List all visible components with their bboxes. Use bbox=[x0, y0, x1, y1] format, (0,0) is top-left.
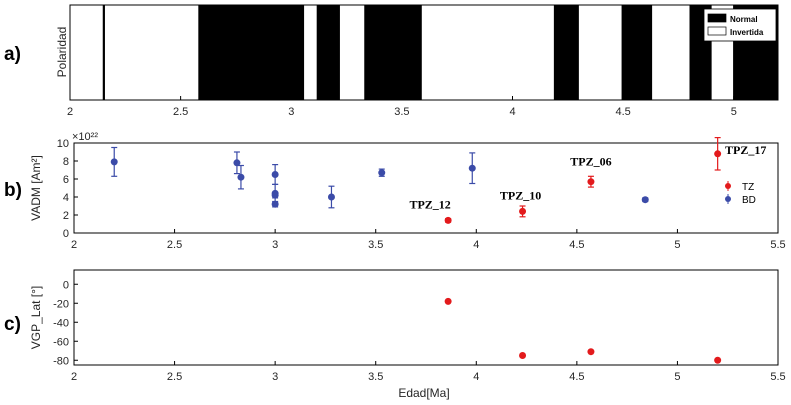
data-point-tz bbox=[519, 207, 527, 215]
data-point-bd bbox=[233, 159, 241, 167]
data-point-tz bbox=[587, 348, 595, 356]
y-tick-label: -40 bbox=[53, 317, 69, 329]
x-tick-label: 5 bbox=[674, 239, 680, 251]
data-point-bd bbox=[271, 200, 279, 208]
y-axis-label: VADM [Am²] bbox=[29, 155, 43, 221]
point-annotation: TPZ_17 bbox=[725, 143, 766, 157]
data-point-bd bbox=[271, 171, 279, 178]
x-tick-label: 4.5 bbox=[615, 106, 630, 118]
normal-polarity-band bbox=[102, 5, 105, 100]
data-point-bd bbox=[378, 169, 386, 177]
legend-label: BD bbox=[742, 195, 756, 206]
data-point-tz bbox=[714, 150, 722, 158]
y-tick-label: 4 bbox=[63, 192, 69, 204]
x-tick-label: 3.5 bbox=[368, 371, 383, 383]
y-multiplier: ×10²² bbox=[72, 131, 98, 143]
y-tick-label: 10 bbox=[57, 138, 69, 150]
normal-polarity-band bbox=[553, 5, 579, 100]
point-annotation: TPZ_06 bbox=[570, 155, 611, 169]
x-tick-label: 5.5 bbox=[770, 371, 785, 383]
axes-frame bbox=[69, 4, 779, 101]
x-tick-label: 2.5 bbox=[167, 239, 182, 251]
x-tick-label: 5 bbox=[674, 371, 680, 383]
normal-polarity-band bbox=[364, 5, 422, 100]
data-point-bd bbox=[110, 158, 118, 166]
x-tick-label: 5.5 bbox=[770, 239, 785, 251]
panel-label: c) bbox=[4, 314, 21, 335]
axes-frame bbox=[73, 269, 779, 366]
data-point-tz bbox=[714, 356, 722, 364]
x-tick-label: 4 bbox=[473, 371, 479, 383]
data-point-tz bbox=[587, 178, 595, 186]
x-tick-label: 4 bbox=[509, 106, 515, 118]
x-tick-label: 2 bbox=[71, 371, 77, 383]
legend-swatch bbox=[707, 26, 727, 36]
x-tick-label: 3.5 bbox=[368, 239, 383, 251]
x-tick-label: 3 bbox=[288, 106, 294, 118]
legend-marker bbox=[725, 183, 731, 189]
x-tick-label: 4.5 bbox=[569, 239, 584, 251]
axes-frame bbox=[73, 142, 779, 234]
data-point-tz bbox=[519, 352, 527, 359]
x-tick-label: 2 bbox=[71, 239, 77, 251]
panel-label: b) bbox=[4, 180, 22, 201]
panel-c-vgp: 2 2.5 3 3.5 4 4.5 5 5.5 -80 -60 -40 -20 0 Edad[Ma] VGP… bbox=[4, 269, 786, 400]
legend-swatch bbox=[707, 13, 727, 23]
data-point-tz bbox=[444, 297, 452, 305]
y-axis-label: VGP_Lat [°] bbox=[29, 286, 43, 350]
point-annotation: TPZ_12 bbox=[409, 197, 450, 211]
legend-label: Normal bbox=[730, 15, 758, 24]
normal-polarity-band bbox=[316, 5, 340, 100]
plot-area bbox=[70, 5, 778, 100]
x-tick-label: 4 bbox=[473, 239, 479, 251]
data-point-bd bbox=[468, 164, 476, 172]
data-point-bd bbox=[641, 196, 649, 204]
y-tick-label: -20 bbox=[53, 298, 69, 310]
normal-polarity-band bbox=[621, 5, 653, 100]
x-tick-label: 3 bbox=[272, 371, 278, 383]
y-tick-label: 6 bbox=[63, 174, 69, 186]
x-tick-label: 2.5 bbox=[173, 106, 188, 118]
x-tick-label: 2 bbox=[67, 106, 73, 118]
x-tick-label: 3 bbox=[272, 239, 278, 251]
normal-polarity-band bbox=[198, 5, 305, 100]
legend-label: TZ bbox=[742, 182, 754, 193]
data-point-bd bbox=[271, 191, 279, 199]
data-point-bd bbox=[327, 193, 335, 201]
data-point-tz bbox=[444, 216, 452, 224]
point-annotation: TPZ_10 bbox=[500, 188, 541, 202]
y-tick-label: -60 bbox=[53, 336, 69, 348]
y-tick-label: 8 bbox=[63, 156, 69, 168]
y-tick-label: 0 bbox=[63, 279, 69, 291]
y-tick-label: -80 bbox=[53, 355, 69, 367]
data-point-bd bbox=[237, 173, 245, 181]
x-tick-label: 2.5 bbox=[167, 371, 182, 383]
x-axis-label: Edad[Ma] bbox=[398, 386, 449, 400]
x-tick-label: 4.5 bbox=[569, 371, 584, 383]
legend-marker bbox=[725, 196, 731, 202]
x-tick-label: 3.5 bbox=[394, 106, 409, 118]
y-axis-label: Polaridad bbox=[55, 27, 69, 78]
y-tick-label: 2 bbox=[63, 210, 69, 222]
legend-label: Invertida bbox=[730, 28, 764, 37]
panel-label: a) bbox=[4, 44, 21, 65]
panel-a-polarity: 2 2.5 3 3.5 4 4.5 5 Polaridad a) Normal Invertida bbox=[4, 4, 779, 118]
x-tick-label: 5 bbox=[731, 106, 737, 118]
y-tick-label: 0 bbox=[63, 228, 69, 240]
